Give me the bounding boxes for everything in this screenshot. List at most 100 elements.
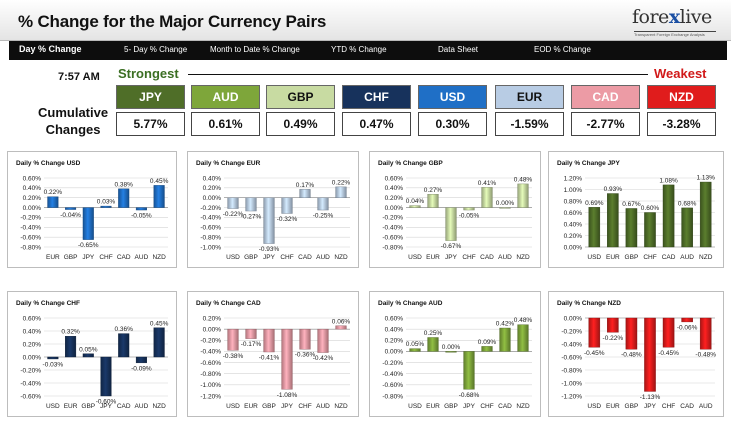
x-tick-label: EUR bbox=[244, 403, 258, 410]
chart-cad: Daily % Change CAD 0.20% 0.00% -0.20% -0.40%… bbox=[187, 291, 359, 417]
x-tick-label: NZD bbox=[152, 254, 166, 261]
data-label: 0.04% bbox=[406, 198, 425, 205]
bar bbox=[517, 324, 529, 352]
chart-svg: Daily % Change CAD 0.20% 0.00% -0.20% -0.40%… bbox=[196, 300, 350, 410]
data-label: 0.68% bbox=[678, 200, 697, 207]
bar bbox=[281, 197, 293, 214]
bar bbox=[625, 208, 638, 248]
bar bbox=[135, 207, 147, 211]
bar bbox=[427, 194, 439, 208]
tab-day-change[interactable]: Day % Change bbox=[19, 44, 82, 54]
x-tick-label: CAD bbox=[662, 254, 676, 261]
tab-5-day-change[interactable]: 5- Day % Change bbox=[124, 45, 188, 54]
y-tick-label: 1.00% bbox=[564, 187, 583, 194]
y-tick-label: -0.80% bbox=[20, 244, 41, 251]
y-tick-label: 0.40% bbox=[23, 328, 42, 335]
y-tick-label: 0.20% bbox=[564, 233, 583, 240]
currency-code: CAD bbox=[571, 85, 640, 109]
currency-card-aud: AUD 0.61% bbox=[191, 85, 260, 136]
y-tick-label: 0.40% bbox=[385, 326, 404, 333]
y-tick-label: 0.40% bbox=[203, 175, 222, 182]
currency-card-eur: EUR -1.59% bbox=[495, 85, 564, 136]
strength-scale-line bbox=[188, 74, 648, 75]
y-tick-label: -0.60% bbox=[200, 360, 221, 367]
chart-title: Daily % Change EUR bbox=[196, 160, 261, 167]
bar bbox=[118, 333, 130, 358]
x-tick-label: USD bbox=[408, 254, 422, 261]
x-tick-label: CHF bbox=[99, 254, 112, 261]
chart-gbp: Daily % Change GBP 0.60% 0.40% 0.20% 0.00% -0… bbox=[369, 151, 541, 268]
y-tick-label: -0.40% bbox=[20, 225, 41, 232]
y-tick-label: 0.00% bbox=[385, 349, 404, 356]
data-label: -1.08% bbox=[277, 392, 298, 399]
data-label: 0.48% bbox=[514, 317, 533, 324]
y-tick-label: 0.60% bbox=[564, 210, 583, 217]
x-tick-label: CAD bbox=[298, 254, 312, 261]
bar bbox=[644, 212, 656, 248]
tab-ytd-change[interactable]: YTD % Change bbox=[331, 45, 387, 54]
x-tick-label: EUR bbox=[426, 403, 440, 410]
chart-usd: Daily % Change USD 0.60% 0.40% 0.20% 0.00% -0… bbox=[7, 151, 177, 268]
currency-code: AUD bbox=[191, 85, 260, 109]
tab-data-sheet[interactable]: Data Sheet bbox=[438, 45, 479, 54]
x-tick-label: AUD bbox=[680, 254, 694, 261]
x-tick-label: JPY bbox=[281, 403, 294, 410]
data-label: -0.22% bbox=[223, 211, 244, 218]
x-tick-label: AUD bbox=[316, 403, 330, 410]
data-label: 0.00% bbox=[496, 200, 515, 207]
data-label: -0.03% bbox=[43, 361, 64, 368]
data-label: -0.60% bbox=[96, 399, 117, 406]
cumulative-changes-label: Cumulative Changes bbox=[38, 104, 108, 138]
forexlive-logo[interactable]: forexlive Transparent Foreign Exchange A… bbox=[630, 6, 720, 38]
currency-change: 5.77% bbox=[116, 112, 185, 136]
x-tick-label: JPY bbox=[445, 254, 458, 261]
data-label: 0.22% bbox=[44, 189, 63, 196]
x-tick-label: CHF bbox=[643, 254, 656, 261]
x-tick-label: USD bbox=[226, 403, 240, 410]
chart-nzd: Daily % Change NZD 0.00% -0.20% -0.40% -0.60… bbox=[548, 291, 724, 417]
chart-title: Daily % Change JPY bbox=[557, 160, 621, 167]
bar bbox=[245, 328, 257, 339]
bar bbox=[227, 328, 239, 351]
bar bbox=[82, 207, 94, 240]
bar bbox=[445, 207, 457, 241]
tab-eod-change[interactable]: EOD % Change bbox=[534, 45, 591, 54]
logo-wordmark: forexlive bbox=[632, 6, 712, 28]
bar bbox=[263, 328, 275, 353]
currency-card-nzd: NZD -3.28% bbox=[647, 85, 716, 136]
currency-card-chf: CHF 0.47% bbox=[342, 85, 411, 136]
currency-code: USD bbox=[418, 85, 487, 109]
x-tick-label: CHF bbox=[280, 254, 293, 261]
x-tick-label: CHF bbox=[298, 403, 311, 410]
data-label: 0.05% bbox=[79, 346, 98, 353]
bar bbox=[607, 193, 619, 248]
currency-card-cad: CAD -2.77% bbox=[571, 85, 640, 136]
data-label: -0.48% bbox=[621, 352, 642, 359]
chart-svg: Daily % Change JPY1.20%1.00%0.80%0.60%0.… bbox=[557, 160, 715, 261]
data-label: 0.05% bbox=[406, 341, 425, 348]
bar bbox=[47, 196, 59, 208]
y-tick-label: 0.00% bbox=[203, 326, 222, 333]
data-label: 0.09% bbox=[478, 339, 497, 346]
data-label: 0.45% bbox=[150, 178, 169, 185]
y-tick-label: 0.00% bbox=[564, 244, 583, 251]
cumulative-label-line-1: Cumulative bbox=[38, 105, 109, 120]
bar bbox=[299, 189, 311, 198]
y-tick-label: 0.20% bbox=[203, 185, 222, 192]
y-tick-label: 0.40% bbox=[23, 185, 42, 192]
y-tick-label: 0.40% bbox=[564, 221, 583, 228]
bar bbox=[607, 317, 619, 333]
data-label: -0.41% bbox=[259, 354, 280, 361]
x-tick-label: CAD bbox=[498, 403, 512, 410]
bar bbox=[100, 205, 112, 208]
y-tick-label: -0.20% bbox=[20, 215, 41, 222]
bar bbox=[463, 351, 475, 390]
chart-svg: Daily % Change AUD 0.60% 0.40% 0.20% 0.00% -0… bbox=[378, 300, 533, 410]
y-tick-label: -0.20% bbox=[200, 205, 221, 212]
data-label: 1.13% bbox=[696, 175, 715, 182]
y-tick-label: -0.40% bbox=[200, 349, 221, 356]
tab-month-to-date-change[interactable]: Month to Date % Change bbox=[210, 45, 300, 54]
data-label: 0.42% bbox=[496, 321, 515, 328]
x-tick-label: NZD bbox=[152, 403, 166, 410]
data-label: -0.25% bbox=[313, 213, 334, 220]
